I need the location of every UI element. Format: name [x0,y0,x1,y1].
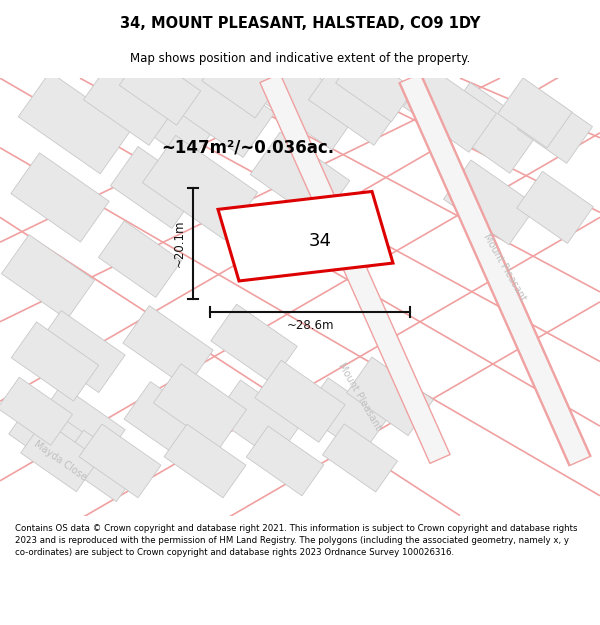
Polygon shape [258,56,362,150]
Polygon shape [403,68,497,152]
Text: ~20.1m: ~20.1m [173,219,185,267]
Polygon shape [35,311,125,392]
Polygon shape [443,160,536,245]
Text: ~147m²/~0.036ac.: ~147m²/~0.036ac. [161,139,335,157]
Text: Map shows position and indicative extent of the property.: Map shows position and indicative extent… [130,52,470,65]
Polygon shape [308,61,401,146]
Polygon shape [142,136,257,239]
Polygon shape [35,385,125,467]
Polygon shape [121,73,219,162]
Polygon shape [400,74,590,466]
Polygon shape [154,364,247,449]
Polygon shape [202,48,278,118]
Text: Mount Pleasant: Mount Pleasant [337,361,383,432]
Text: Mount Pleasant: Mount Pleasant [482,232,528,302]
Polygon shape [20,420,100,492]
Polygon shape [211,304,297,383]
Polygon shape [11,322,99,401]
Polygon shape [518,92,592,163]
Polygon shape [218,191,393,281]
Polygon shape [214,380,302,460]
Polygon shape [250,132,350,223]
Polygon shape [83,61,176,146]
Polygon shape [123,306,213,388]
Polygon shape [322,424,398,492]
Polygon shape [79,424,161,498]
Polygon shape [18,72,132,174]
Polygon shape [11,153,109,242]
Polygon shape [260,74,450,463]
Polygon shape [347,357,433,436]
Polygon shape [124,382,216,465]
Text: Contains OS data © Crown copyright and database right 2021. This information is : Contains OS data © Crown copyright and d… [15,524,577,557]
Polygon shape [1,234,95,319]
Polygon shape [246,426,324,496]
Polygon shape [61,430,139,502]
Text: ~28.6m: ~28.6m [286,319,334,332]
Polygon shape [0,378,73,445]
Polygon shape [255,360,345,442]
Text: Mayda Close: Mayda Close [32,439,88,483]
Polygon shape [498,78,572,148]
Polygon shape [303,378,387,454]
Text: 34: 34 [309,232,332,250]
Polygon shape [166,59,275,158]
Polygon shape [110,147,199,228]
Polygon shape [9,398,91,474]
Polygon shape [440,82,540,173]
Polygon shape [164,424,246,498]
Polygon shape [335,51,415,122]
Polygon shape [98,221,182,298]
Polygon shape [119,51,201,125]
Text: 34, MOUNT PLEASANT, HALSTEAD, CO9 1DY: 34, MOUNT PLEASANT, HALSTEAD, CO9 1DY [120,16,480,31]
Polygon shape [517,171,593,243]
